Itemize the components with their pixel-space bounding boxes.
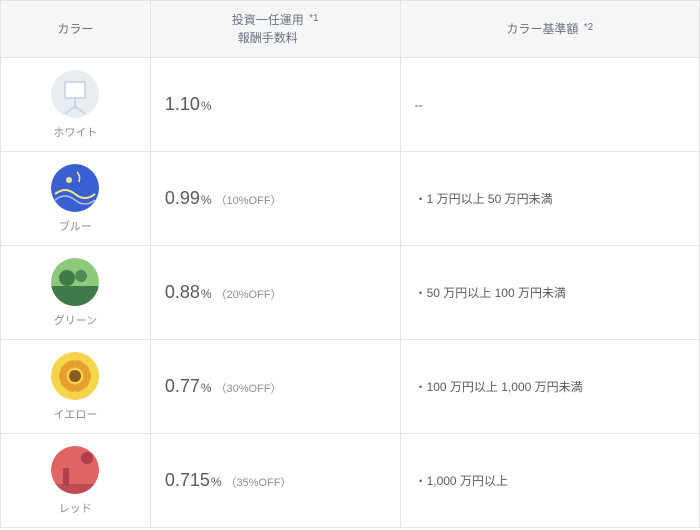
color-label: イエロー	[53, 406, 97, 422]
color-label: ブルー	[59, 218, 92, 234]
fee-pct-symbol: %	[211, 475, 222, 489]
table-row: レッド 0.715% （35%OFF） ・1,000 万円以上	[1, 434, 700, 528]
base-text: ・1,000 万円以上	[415, 474, 508, 488]
fee-value: 0.99	[165, 188, 200, 208]
header-base-sup: *2	[584, 22, 593, 33]
base-text: ・50 万円以上 100 万円未満	[415, 286, 566, 300]
header-base: カラー基準額 *2	[400, 1, 699, 58]
color-cell: ホワイト	[1, 58, 151, 152]
fee-off: （30%OFF）	[216, 383, 282, 395]
fee-off: （10%OFF）	[216, 195, 282, 207]
fee-off: （35%OFF）	[226, 477, 292, 489]
fee-value: 0.77	[165, 376, 200, 396]
color-cell: ブルー	[1, 152, 151, 246]
blue-icon	[51, 164, 99, 212]
color-label: グリーン	[54, 312, 97, 328]
color-cell: グリーン	[1, 246, 151, 340]
base-cell: --	[400, 58, 699, 152]
fee-pct-symbol: %	[201, 381, 212, 395]
fee-table: カラー 投資一任運用 報酬手数料 *1 カラー基準額 *2 ホワイト 1.10% -…	[0, 0, 700, 528]
table-row: グリーン 0.88% （20%OFF） ・50 万円以上 100 万円未満	[1, 246, 700, 340]
table-header-row: カラー 投資一任運用 報酬手数料 *1 カラー基準額 *2	[1, 1, 700, 58]
table-row: ブルー 0.99% （10%OFF） ・1 万円以上 50 万円未満	[1, 152, 700, 246]
header-color-label: カラー	[57, 22, 93, 36]
red-icon	[51, 446, 99, 494]
green-icon	[51, 258, 99, 306]
base-cell: ・100 万円以上 1,000 万円未満	[400, 340, 699, 434]
color-label: レッド	[59, 500, 92, 516]
header-fee-sup: *1	[309, 13, 318, 24]
color-cell: レッド	[1, 434, 151, 528]
fee-cell: 0.77% （30%OFF）	[150, 340, 400, 434]
fee-value: 1.10	[165, 94, 200, 114]
header-color: カラー	[1, 1, 151, 58]
base-text: ・1 万円以上 50 万円未満	[415, 192, 553, 206]
fee-pct-symbol: %	[201, 99, 212, 113]
fee-value: 0.715	[165, 470, 210, 490]
fee-cell: 0.99% （10%OFF）	[150, 152, 400, 246]
yellow-icon	[51, 352, 99, 400]
base-cell: ・1 万円以上 50 万円未満	[400, 152, 699, 246]
fee-cell: 1.10%	[150, 58, 400, 152]
base-cell: ・50 万円以上 100 万円未満	[400, 246, 699, 340]
fee-cell: 0.715% （35%OFF）	[150, 434, 400, 528]
base-text: --	[415, 98, 423, 112]
header-base-label: カラー基準額	[506, 22, 578, 36]
table-row: ホワイト 1.10% --	[1, 58, 700, 152]
fee-pct-symbol: %	[201, 193, 212, 207]
header-fee-line2: 報酬手数料	[238, 31, 298, 45]
header-fee: 投資一任運用 報酬手数料 *1	[150, 1, 400, 58]
fee-cell: 0.88% （20%OFF）	[150, 246, 400, 340]
fee-off: （20%OFF）	[216, 289, 282, 301]
color-label: ホワイト	[53, 124, 97, 140]
header-fee-line1: 投資一任運用	[232, 13, 304, 27]
color-cell: イエロー	[1, 340, 151, 434]
table-row: イエロー 0.77% （30%OFF） ・100 万円以上 1,000 万円未満	[1, 340, 700, 434]
base-text: ・100 万円以上 1,000 万円未満	[415, 380, 583, 394]
fee-value: 0.88	[165, 282, 200, 302]
fee-pct-symbol: %	[201, 287, 212, 301]
white-icon	[51, 70, 99, 118]
base-cell: ・1,000 万円以上	[400, 434, 699, 528]
